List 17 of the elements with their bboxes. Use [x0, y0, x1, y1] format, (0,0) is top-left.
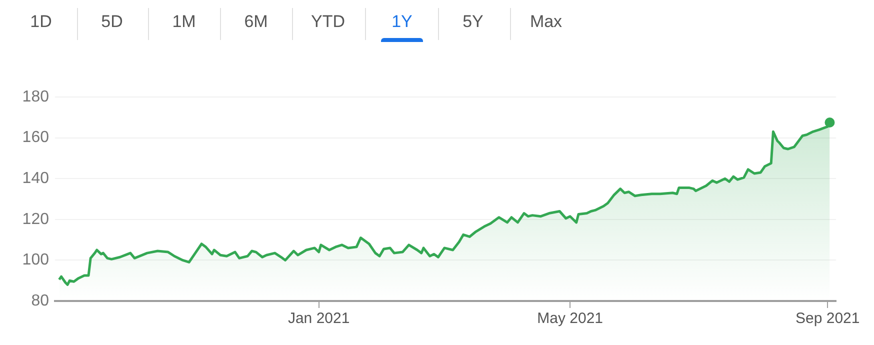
text: 1D — [29, 12, 53, 32]
x-tick-label: Jan 2021 — [288, 310, 350, 328]
x-tick-label: Sep 2021 — [796, 310, 860, 328]
text: 5D — [100, 12, 124, 32]
y-tick-label: 120 — [22, 210, 50, 228]
text: 1Y — [390, 12, 414, 32]
y-tick-label: 140 — [22, 170, 50, 188]
y-tick-label: 80 — [31, 292, 50, 310]
y-tick-label: 180 — [22, 88, 50, 106]
text: 6M — [243, 12, 269, 32]
text: Max — [528, 12, 564, 32]
y-tick-label: 100 — [22, 252, 50, 269]
y-tick-label: 160 — [22, 129, 50, 146]
text: YTD — [310, 12, 346, 32]
text: 1M — [171, 12, 197, 32]
text: 5Y — [462, 12, 484, 32]
x-tick-label: May 2021 — [537, 310, 604, 328]
